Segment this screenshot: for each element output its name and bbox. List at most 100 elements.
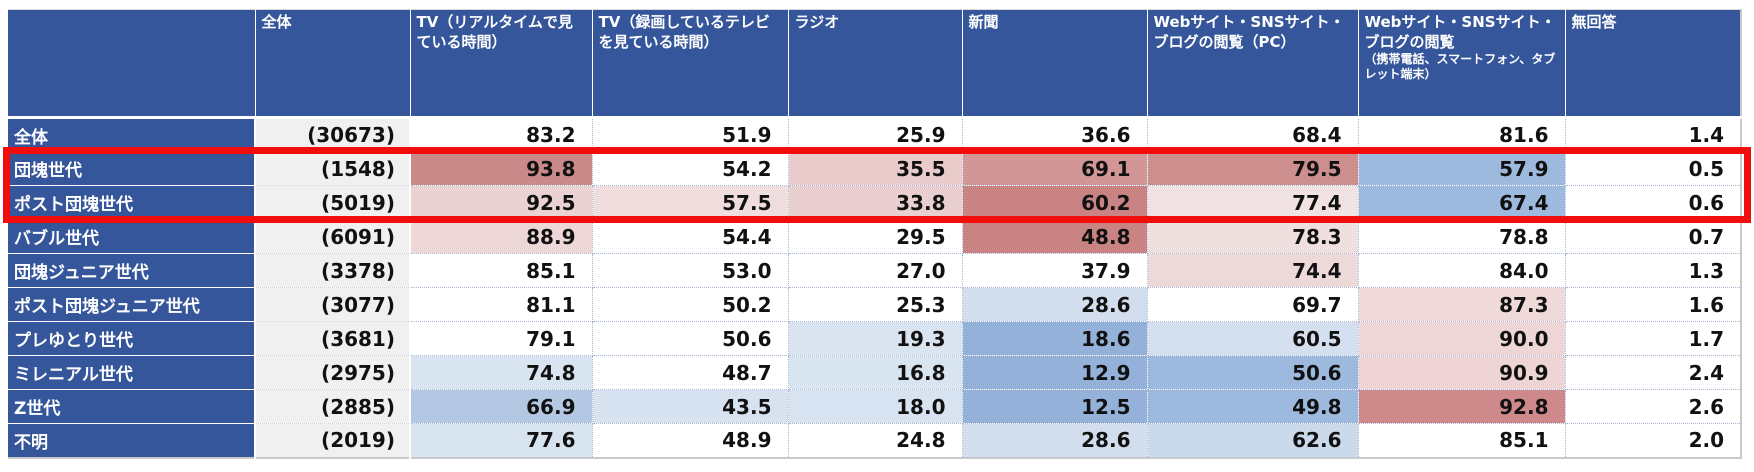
value-cell: 54.2: [592, 151, 789, 186]
value-cell: 50.6: [1147, 355, 1359, 390]
sample-size-cell: (6091): [254, 219, 411, 254]
row-label: バブル世代: [8, 219, 255, 254]
sample-size-cell: (5019): [254, 185, 411, 220]
value-cell: 1.7: [1565, 321, 1742, 356]
value-cell: 79.5: [1147, 151, 1359, 186]
table-row-9: 不明 (2019) 77.6 48.9 24.8 28.6 62.6 85.1 2.0: [8, 423, 1742, 458]
value-cell: 1.3: [1565, 253, 1742, 288]
value-cell: 67.4: [1358, 185, 1566, 220]
value-cell: 57.9: [1358, 151, 1566, 186]
value-cell: 57.5: [592, 185, 789, 220]
table-row-4: 団塊ジュニア世代 (3378) 85.1 53.0 27.0 37.9 74.4 84.0 1.…: [8, 253, 1742, 288]
value-cell: 77.4: [1147, 185, 1359, 220]
value-cell: 85.1: [1358, 423, 1566, 458]
value-cell: 60.5: [1147, 321, 1359, 356]
value-cell: 0.6: [1565, 185, 1742, 220]
value-cell: 62.6: [1147, 423, 1359, 458]
value-cell: 84.0: [1358, 253, 1566, 288]
value-cell: 54.4: [592, 219, 789, 254]
column-header-2: TV（録画しているテレビを見ている時間）: [591, 9, 788, 119]
column-header-subtext: （携帯電話、スマートフォン、タブレット端末）: [1364, 52, 1556, 81]
value-cell: 66.9: [410, 389, 593, 424]
sample-size-cell: (2975): [254, 355, 411, 390]
value-cell: 36.6: [962, 117, 1148, 152]
value-cell: 16.8: [788, 355, 963, 390]
value-cell: 48.8: [962, 219, 1148, 254]
value-cell: 90.9: [1358, 355, 1566, 390]
row-label: ポスト団塊世代: [8, 185, 255, 220]
value-cell: 18.0: [788, 389, 963, 424]
sample-size-cell: (3681): [254, 321, 411, 356]
value-cell: 18.6: [962, 321, 1148, 356]
value-cell: 2.6: [1565, 389, 1742, 424]
value-cell: 92.8: [1358, 389, 1566, 424]
value-cell: 25.3: [788, 287, 963, 322]
value-cell: 24.8: [788, 423, 963, 458]
value-cell: 74.4: [1147, 253, 1359, 288]
table-row-1: 団塊世代 (1548) 93.8 54.2 35.5 69.1 79.5 57.9 0.5: [8, 151, 1742, 186]
table-row-5: ポスト団塊ジュニア世代 (3077) 81.1 50.2 25.3 28.6 69.7 87.…: [8, 287, 1742, 322]
value-cell: 19.3: [788, 321, 963, 356]
value-cell: 0.5: [1565, 151, 1742, 186]
column-header-1: TV（リアルタイムで見ている時間）: [409, 9, 592, 119]
value-cell: 51.9: [592, 117, 789, 152]
value-cell: 50.2: [592, 287, 789, 322]
table-header: 全体 TV（リアルタイムで見ている時間） TV（録画しているテレビを見ている時間）ラ…: [8, 9, 1741, 119]
table-row-7: ミレニアル世代 (2975) 74.8 48.7 16.8 12.9 50.6 90.9 2.4: [8, 355, 1742, 390]
value-cell: 87.3: [1358, 287, 1566, 322]
table-body: 全体 (30673) 83.2 51.9 25.9 36.6 68.4 81.6 1.4 団塊世代…: [8, 117, 1742, 458]
value-cell: 53.0: [592, 253, 789, 288]
row-label: ミレニアル世代: [8, 355, 255, 390]
column-header-4: 新聞: [961, 9, 1147, 119]
column-header-0: 全体: [254, 9, 410, 119]
value-cell: 90.0: [1358, 321, 1566, 356]
row-label: 団塊ジュニア世代: [8, 253, 255, 288]
sample-size-cell: (30673): [254, 117, 411, 152]
value-cell: 81.6: [1358, 117, 1566, 152]
value-cell: 88.9: [410, 219, 593, 254]
value-cell: 81.1: [410, 287, 593, 322]
table-row-3: バブル世代 (6091) 88.9 54.4 29.5 48.8 78.3 78.8 0.7: [8, 219, 1742, 254]
value-cell: 28.6: [962, 423, 1148, 458]
column-header-7: 無回答: [1564, 9, 1741, 119]
value-cell: 78.8: [1358, 219, 1566, 254]
value-cell: 68.4: [1147, 117, 1359, 152]
table-row-0: 全体 (30673) 83.2 51.9 25.9 36.6 68.4 81.6 1.4: [8, 117, 1742, 152]
value-cell: 43.5: [592, 389, 789, 424]
value-cell: 77.6: [410, 423, 593, 458]
value-cell: 92.5: [410, 185, 593, 220]
value-cell: 0.7: [1565, 219, 1742, 254]
value-cell: 37.9: [962, 253, 1148, 288]
row-label: Z世代: [8, 389, 255, 424]
row-label: 不明: [8, 423, 255, 458]
sample-size-cell: (3077): [254, 287, 411, 322]
value-cell: 28.6: [962, 287, 1148, 322]
sample-size-cell: (1548): [254, 151, 411, 186]
table-row-2: ポスト団塊世代 (5019) 92.5 57.5 33.8 60.2 77.4 67.4 0.6: [8, 185, 1742, 220]
value-cell: 33.8: [788, 185, 963, 220]
value-cell: 69.1: [962, 151, 1148, 186]
value-cell: 60.2: [962, 185, 1148, 220]
row-label: 全体: [8, 117, 255, 152]
value-cell: 12.9: [962, 355, 1148, 390]
media-usage-heatmap-table: 全体 TV（リアルタイムで見ている時間） TV（録画しているテレビを見ている時間）ラ…: [8, 9, 1742, 459]
value-cell: 48.9: [592, 423, 789, 458]
column-header-3: ラジオ: [787, 9, 962, 119]
value-cell: 2.0: [1565, 423, 1742, 458]
row-label: ポスト団塊ジュニア世代: [8, 287, 255, 322]
value-cell: 83.2: [410, 117, 593, 152]
value-cell: 48.7: [592, 355, 789, 390]
value-cell: 27.0: [788, 253, 963, 288]
value-cell: 49.8: [1147, 389, 1359, 424]
value-cell: 2.4: [1565, 355, 1742, 390]
sample-size-cell: (2019): [254, 423, 411, 458]
value-cell: 35.5: [788, 151, 963, 186]
row-label: プレゆとり世代: [8, 321, 255, 356]
value-cell: 25.9: [788, 117, 963, 152]
value-cell: 29.5: [788, 219, 963, 254]
table-row-6: プレゆとり世代 (3681) 79.1 50.6 19.3 18.6 60.5 90.0 1.7: [8, 321, 1742, 356]
value-cell: 69.7: [1147, 287, 1359, 322]
value-cell: 93.8: [410, 151, 593, 186]
value-cell: 85.1: [410, 253, 593, 288]
